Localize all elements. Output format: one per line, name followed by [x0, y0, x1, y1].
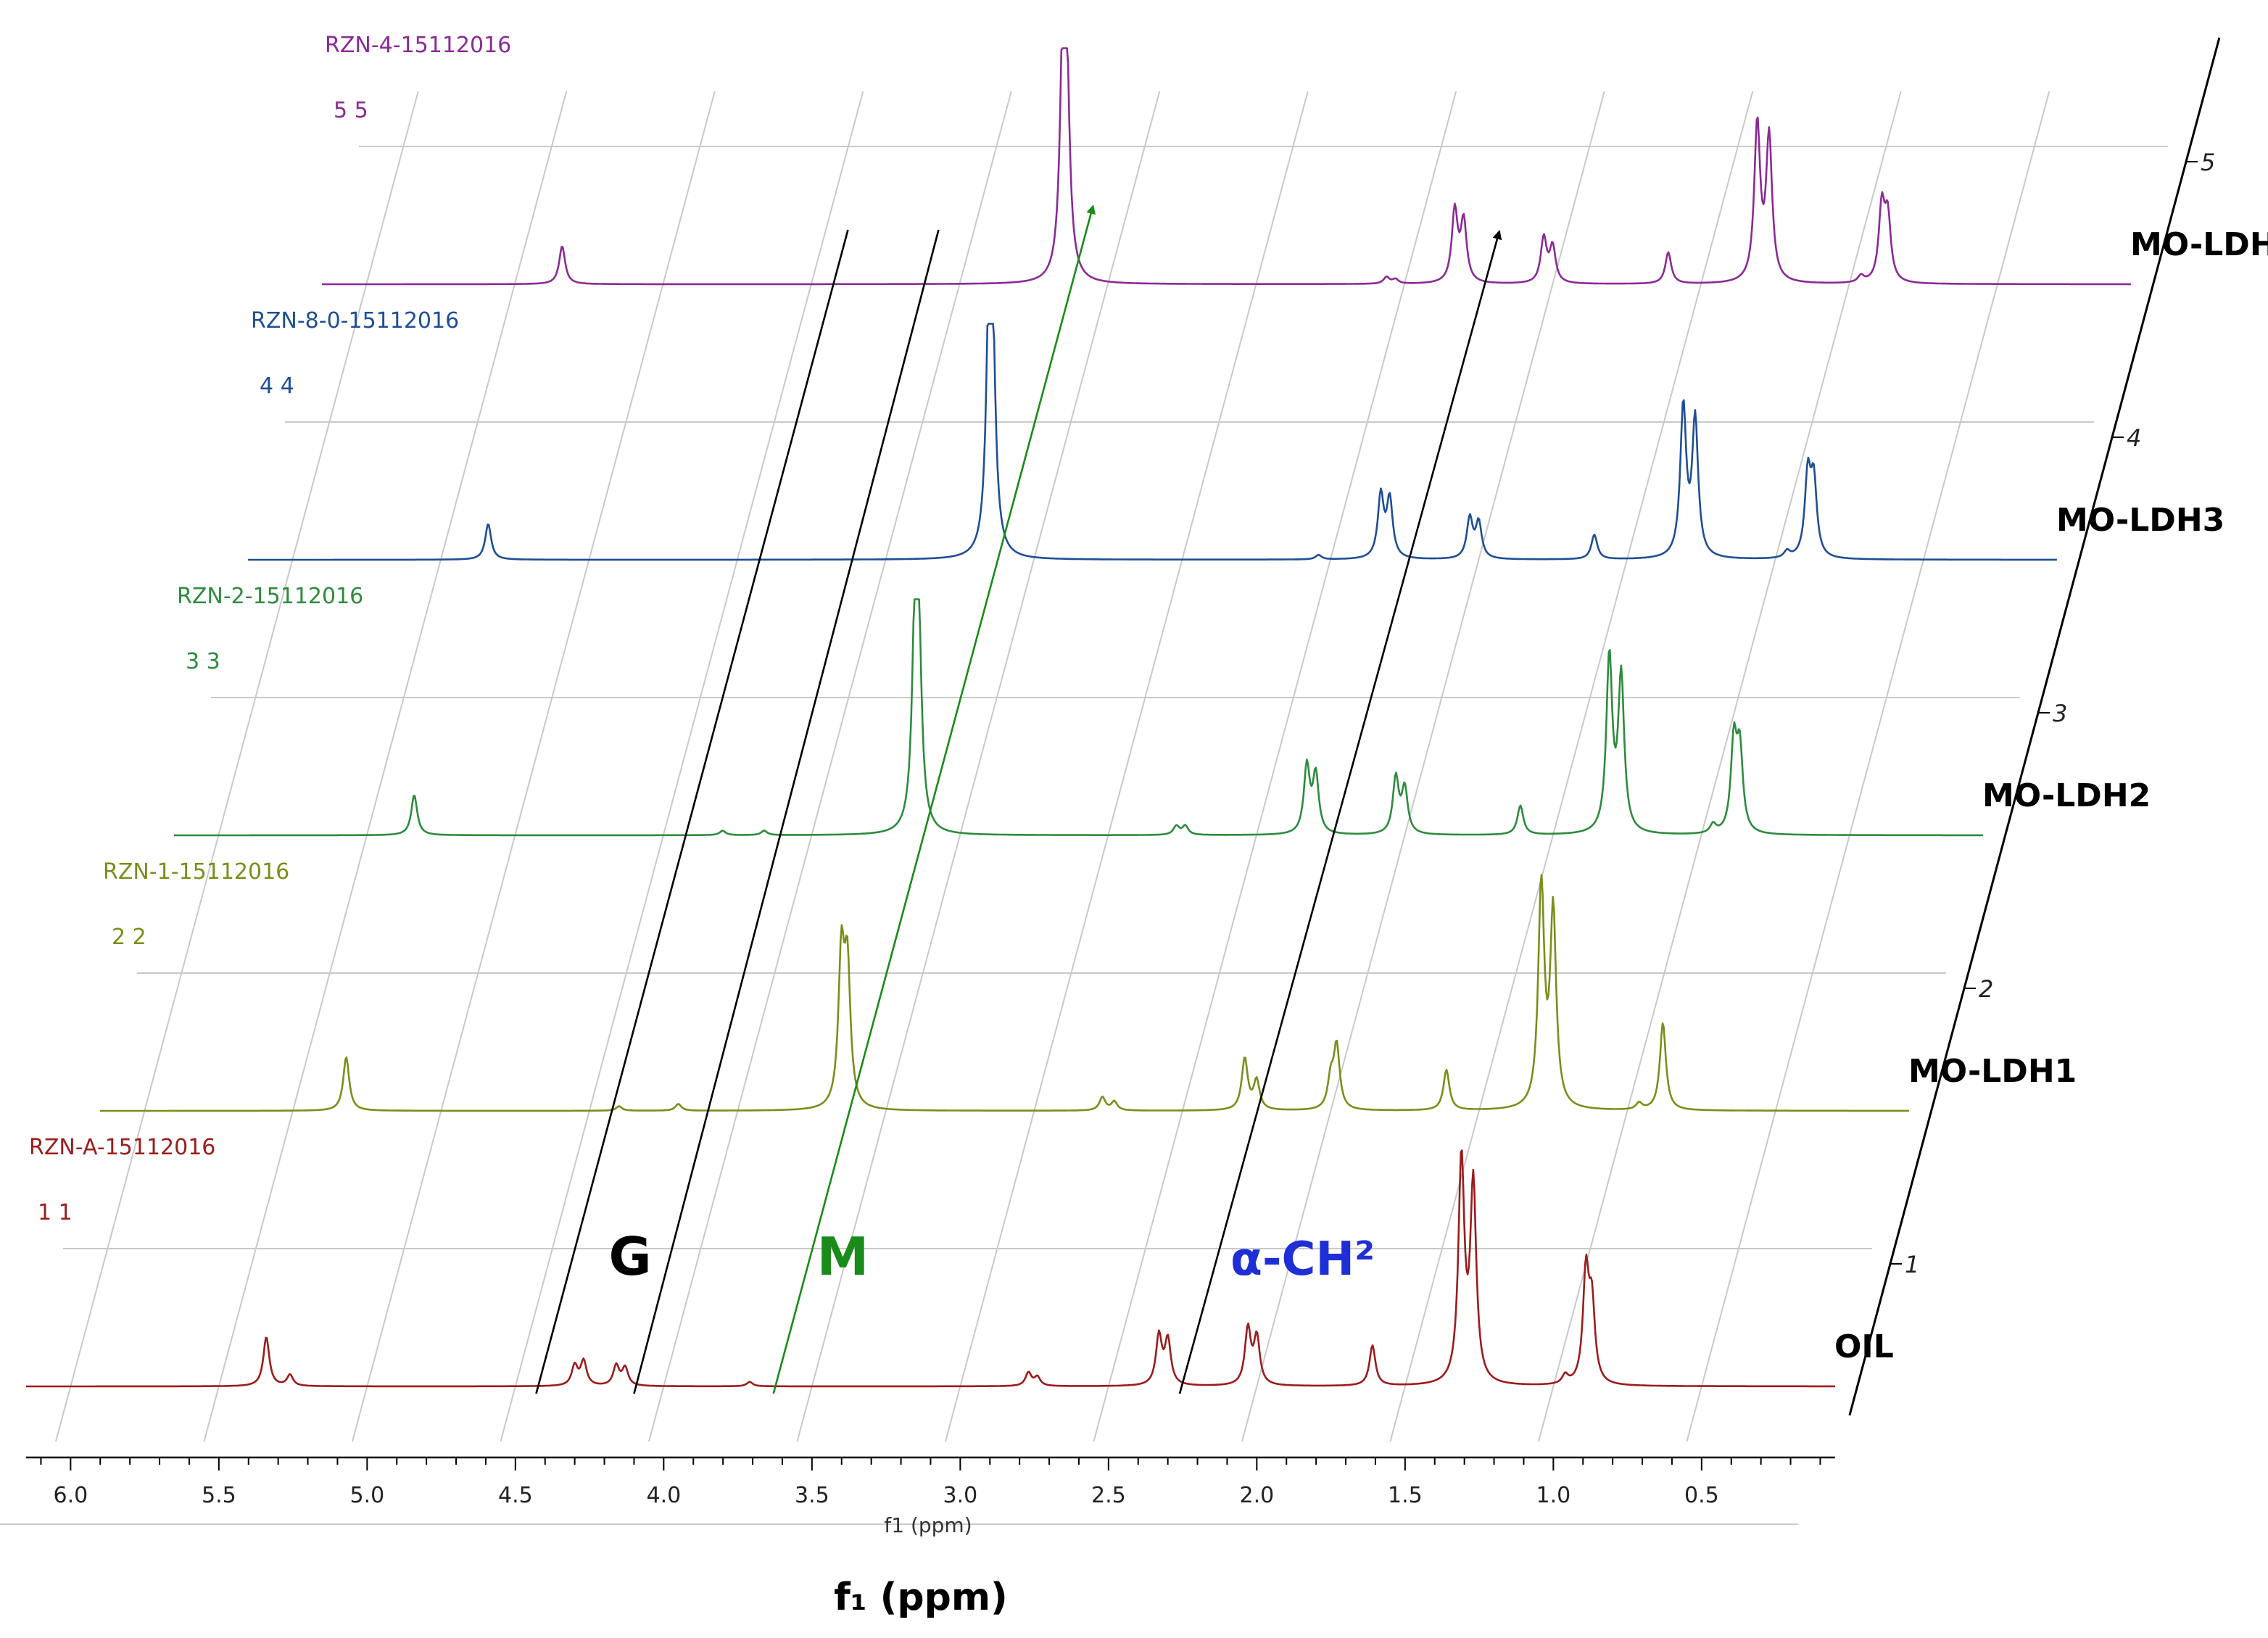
series-name-label: MO-LDH1: [1908, 1053, 2077, 1090]
grid-recede-line: [203, 91, 568, 1442]
x-axis-tick-label: 3.0: [943, 1483, 977, 1508]
annotation-line: [535, 229, 849, 1394]
spectrum-oil: [26, 1149, 1835, 1388]
spectrum-mo-ldh4: [322, 47, 2131, 286]
x-axis-tick-label: 6.0: [53, 1483, 88, 1508]
series-name-label: MO-LDH4: [2130, 226, 2268, 263]
sample-code-label: 3 3: [186, 649, 220, 674]
z-axis-tick-label: 1: [1905, 1251, 1919, 1278]
annotation-label: G: [608, 1226, 651, 1287]
label-group: RZN-A-15112016 1 1 OIL RZN-1-15112016 2 2 MO-…: [29, 33, 2268, 1365]
sample-id-label: RZN-4-15112016: [325, 33, 511, 58]
x-axis-tick-label: 5.0: [349, 1483, 384, 1508]
sample-id-label: RZN-1-15112016: [103, 859, 289, 885]
x-axis-tick-label: 1.5: [1388, 1483, 1423, 1508]
x-axis-tick-label: 1.0: [1536, 1483, 1570, 1508]
sample-code-label: 2 2: [112, 925, 146, 950]
annotation-line: [633, 229, 940, 1394]
grid-recede-line: [1537, 91, 1902, 1442]
x-axis-tick-label: 2.0: [1239, 1483, 1274, 1508]
grid-recede-line: [647, 91, 1012, 1442]
annotation-line: [1178, 229, 1502, 1394]
grid-recede-line: [351, 91, 716, 1442]
sample-id-label: RZN-A-15112016: [29, 1135, 215, 1160]
annotation-label: M: [817, 1226, 869, 1287]
perspective-grid: [0, 91, 2168, 1525]
series-name-label: MO-LDH2: [1982, 777, 2151, 814]
z-axis-tick-label: 4: [2127, 424, 2141, 452]
sample-code-label: 5 5: [334, 98, 368, 123]
sample-id-label: RZN-8-0-15112016: [251, 308, 459, 334]
grid-recede-line: [54, 91, 419, 1442]
grid-recede-line: [1093, 91, 1457, 1442]
grid-recede-line: [944, 91, 1309, 1442]
grid-recede-line: [500, 91, 864, 1442]
x-axis-tick-label: 3.5: [795, 1483, 829, 1508]
sample-id-label: RZN-2-15112016: [177, 584, 363, 609]
grid-recede-line: [796, 91, 1161, 1442]
annotation-label: α-CH²: [1230, 1233, 1375, 1286]
annotation-line: [772, 204, 1096, 1394]
grid-recede-line: [1686, 91, 2050, 1442]
z-axis-tick-label: 2: [1979, 975, 1993, 1003]
x-axis-unit-label: f1 (ppm): [884, 1513, 972, 1537]
spectrum-mo-ldh1: [100, 874, 1909, 1112]
sample-code-label: 4 4: [260, 373, 294, 399]
sample-code-label: 1 1: [38, 1200, 73, 1225]
z-axis-tick-label: 3: [2053, 700, 2067, 727]
grid-recede-line: [1389, 91, 1754, 1442]
x-axis-tick-label: 4.5: [498, 1483, 533, 1508]
grid-recede-line: [1241, 91, 1605, 1442]
x-axis-tick-label: 4.0: [646, 1483, 681, 1508]
spectra-group: [26, 47, 2131, 1388]
x-axis-tick-label: 5.5: [202, 1483, 236, 1508]
axes-group: 1 2 3 4 5 6.0 5.5 5.0 4.5 4.0 3.5 3.0 2.5 2.0 1.5 1.0 0.…: [26, 37, 2221, 1508]
x-axis-tick-label: 2.5: [1091, 1483, 1126, 1508]
z-axis-line: [1848, 37, 2221, 1416]
z-axis-tick-label: 5: [2201, 149, 2215, 176]
x-axis-title: f₁ (ppm): [834, 1576, 1008, 1619]
spectrum-mo-ldh3: [248, 323, 2057, 561]
series-name-label: MO-LDH3: [2056, 502, 2224, 539]
x-axis-tick-label: 0.5: [1684, 1483, 1719, 1508]
series-name-label: OIL: [1834, 1328, 1894, 1365]
spectrum-mo-ldh2: [174, 598, 1983, 837]
